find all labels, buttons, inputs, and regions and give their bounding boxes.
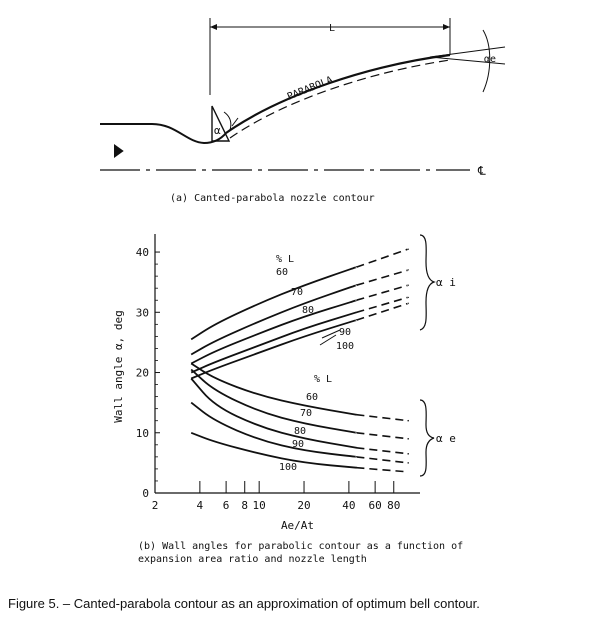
alpha-e-series-90-solid xyxy=(190,401,358,458)
nozzle-contour-sketch: L PARABOLA α αe ℄ xyxy=(100,18,506,178)
alpha-i-series-70-solid xyxy=(190,284,358,356)
alpha-i-series-60-label: 60 xyxy=(276,267,288,278)
alpha-arrow xyxy=(223,111,232,131)
alpha-e-series-70-label: 70 xyxy=(300,408,312,419)
series-header-initial: % L xyxy=(276,254,294,265)
alpha-e-series-80-label: 80 xyxy=(294,426,306,437)
alpha-e-group-label: α e xyxy=(436,432,456,445)
exit-angle-line-1 xyxy=(429,46,506,58)
centerline-label: ℄ xyxy=(477,164,486,178)
alpha-label: α xyxy=(214,124,221,137)
x-tick-label: 40 xyxy=(342,499,355,512)
alpha-i-series-80-label: 80 xyxy=(302,305,314,316)
alpha-e-series-60-dashed xyxy=(356,413,410,422)
alpha-e-brace xyxy=(419,399,435,477)
alpha-i-series-100-label: 100 xyxy=(336,341,354,352)
alpha-e-series-80-dashed xyxy=(356,447,410,455)
alpha-i-series-60-solid xyxy=(190,266,358,341)
chart-annotations: α i α e % L % L xyxy=(276,234,456,477)
bell-contour-dashed xyxy=(229,59,451,139)
alpha-i-series-70-dashed xyxy=(356,269,410,286)
alpha-i-series-100-dashed xyxy=(356,302,410,321)
alpha-i-series-60-dashed xyxy=(356,248,410,268)
y-tick-label: 10 xyxy=(136,427,149,440)
x-tick-label: 60 xyxy=(369,499,382,512)
alpha-i-series-90-solid xyxy=(190,311,358,374)
alpha-e-series-90-label: 90 xyxy=(292,439,304,450)
figure-caption: Figure 5. – Canted-parabola contour as a… xyxy=(8,596,480,611)
x-tick-label: 20 xyxy=(297,499,310,512)
alpha-e-series-60-solid xyxy=(190,362,358,416)
initial-angle-wedge xyxy=(211,105,231,142)
parabola-label: PARABOLA xyxy=(286,75,335,103)
alpha-i-series-100-solid xyxy=(190,319,358,380)
length-label: L xyxy=(329,23,335,34)
y-tick-label: 0 xyxy=(142,487,149,500)
alpha-e-series-80-solid xyxy=(190,377,358,449)
x-tick-label: 4 xyxy=(197,499,204,512)
x-tick-label: 80 xyxy=(387,499,400,512)
alpha-e-series-60-label: 60 xyxy=(306,392,318,403)
alpha-i-series-90-dashed xyxy=(356,296,410,314)
exit-angle-line-2 xyxy=(429,56,506,65)
caption-part-a: (a) Canted-parabola nozzle contour xyxy=(170,193,375,204)
parabola-wall xyxy=(225,53,451,134)
chamber-wall xyxy=(100,123,227,145)
exit-angle-arc xyxy=(482,29,491,93)
alpha-e-series-100-dashed xyxy=(356,466,410,473)
alpha-e-label: αe xyxy=(484,54,496,65)
caption-part-b: (b) Wall angles for parabolic contour as… xyxy=(138,541,464,565)
alpha-i-series-70-label: 70 xyxy=(291,287,303,298)
x-tick-label: 10 xyxy=(253,499,266,512)
y-axis-title: Wall angle α, deg xyxy=(112,310,125,423)
alpha-e-series-70-dashed xyxy=(356,432,410,440)
alpha-e-series-100-solid xyxy=(190,431,358,469)
alpha-i-series-80-dashed xyxy=(356,284,410,301)
x-axis-title: Ae/At xyxy=(281,519,314,532)
x-tick-label: 6 xyxy=(223,499,230,512)
alpha-i-group-label: α i xyxy=(436,276,456,289)
y-tick-label: 30 xyxy=(136,306,149,319)
x-tick-label: 2 xyxy=(152,499,159,512)
chart-axes: 0 10 20 30 40 2 4 6 8 10 20 40 60 80 Ae/At Wall angle α… xyxy=(112,234,420,532)
y-tick-label: 40 xyxy=(136,246,149,259)
alpha-e-series-90-dashed xyxy=(356,456,410,464)
y-tick-label: 20 xyxy=(136,367,149,380)
flow-arrow-icon xyxy=(114,144,124,158)
series-header-exit: % L xyxy=(314,374,332,385)
alpha-i-series-90-label: 90 xyxy=(339,327,351,338)
alpha-i-series-80-solid xyxy=(190,299,358,365)
x-tick-label: 8 xyxy=(241,499,248,512)
alpha-e-series-70-solid xyxy=(190,368,358,434)
alpha-e-series-100-label: 100 xyxy=(279,462,297,473)
alpha-i-brace xyxy=(419,234,436,331)
wall-angle-chart: 0 10 20 30 40 2 4 6 8 10 20 40 60 80 Ae/At Wall angle α… xyxy=(112,234,456,532)
